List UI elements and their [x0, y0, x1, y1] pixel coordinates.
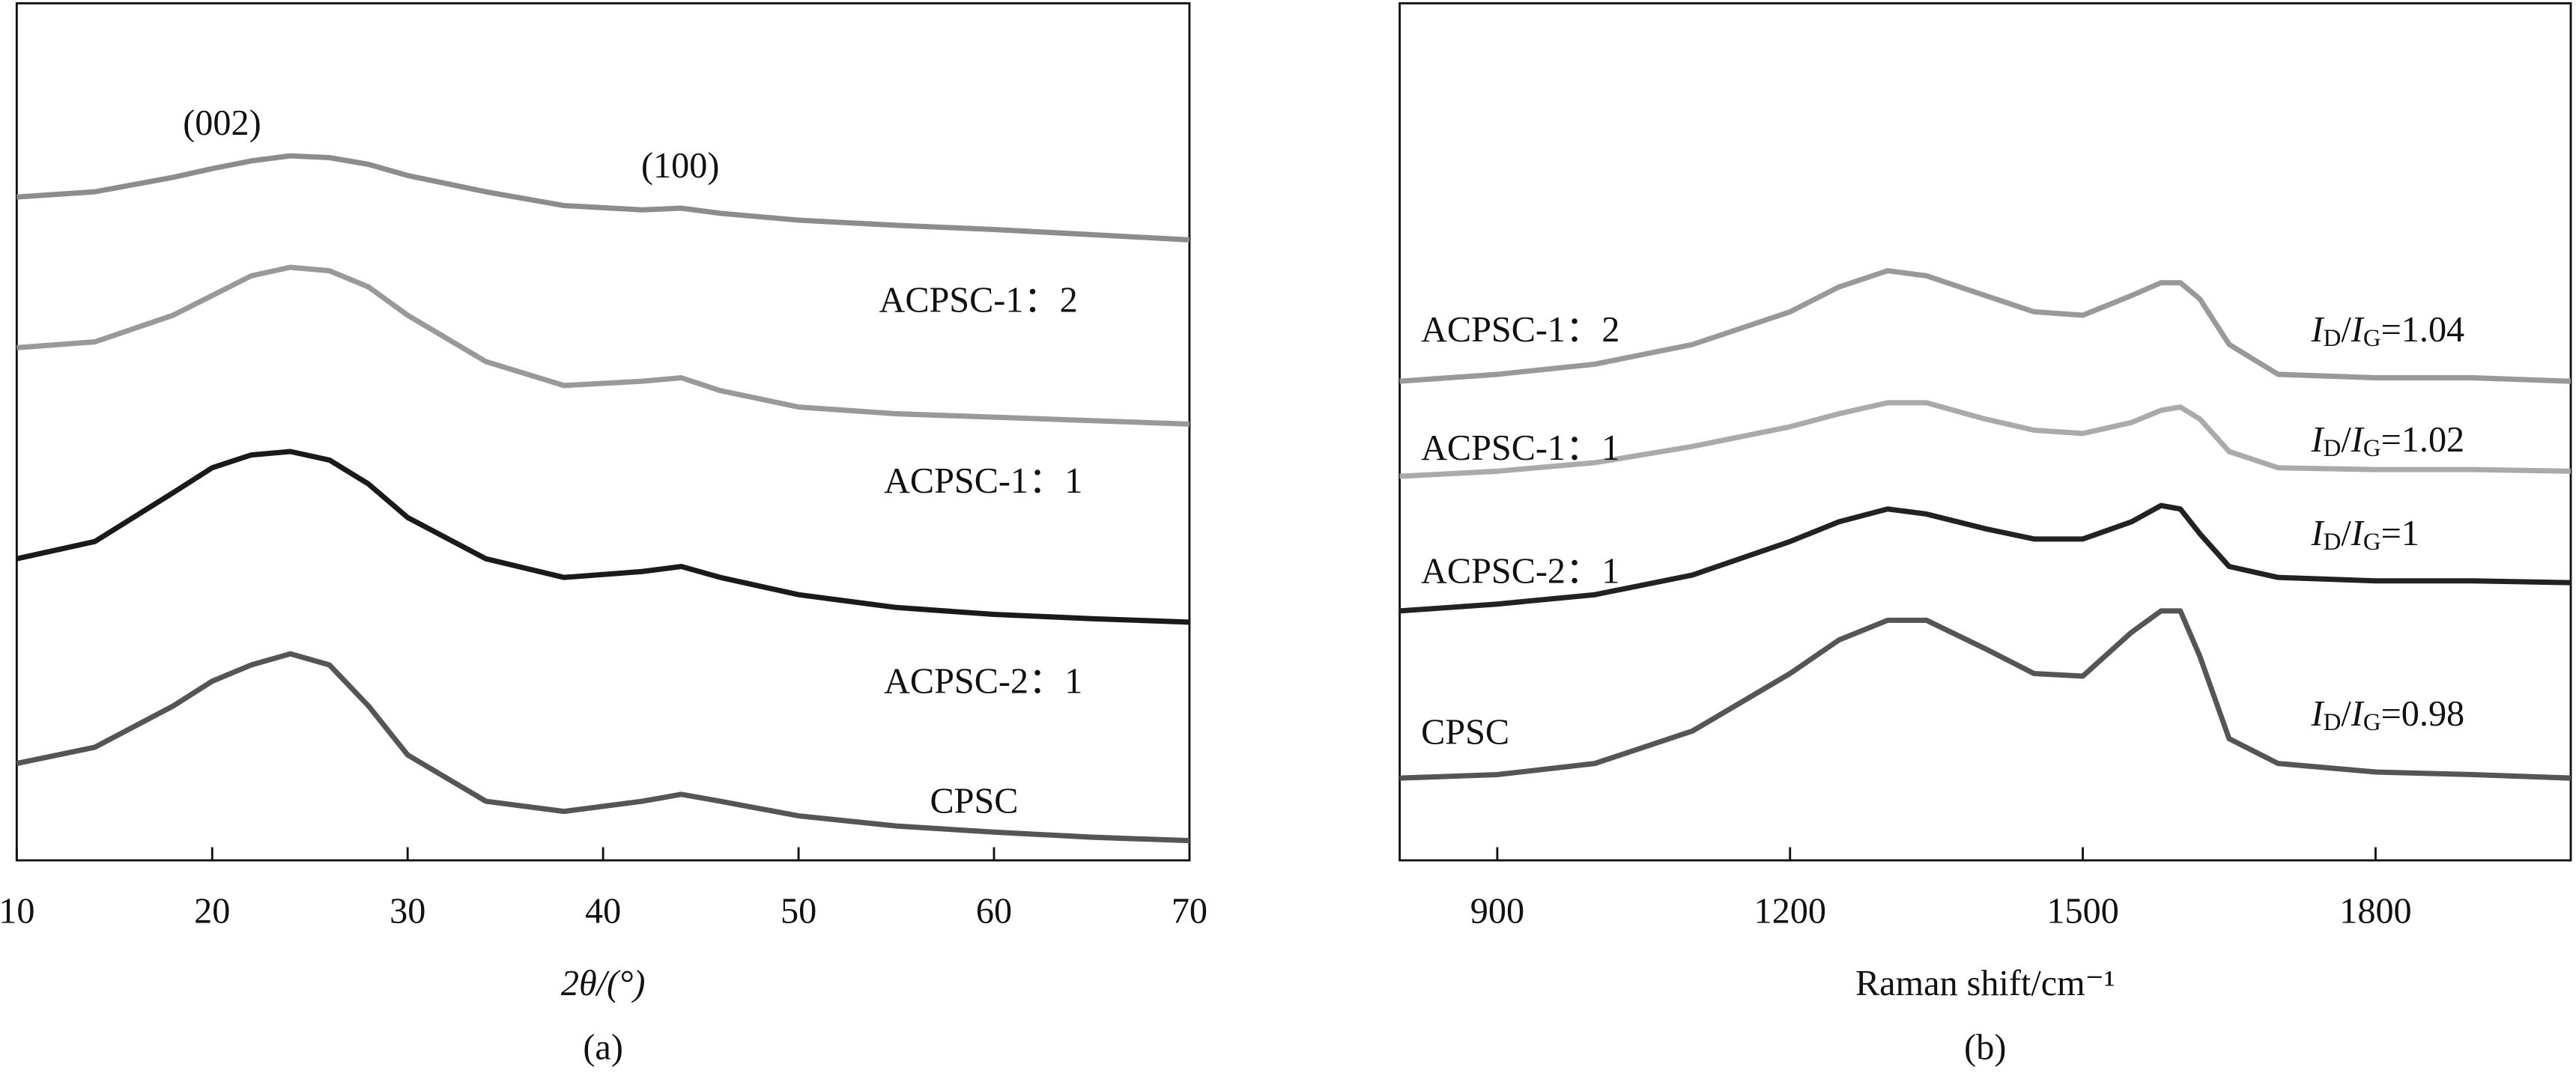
- series-line: [1399, 268, 2572, 384]
- ratio-part: I: [2351, 420, 2365, 460]
- x-tick-label: 40: [585, 891, 621, 931]
- series-line: [1399, 400, 2572, 479]
- series-label: ACPSC-2：1: [1421, 552, 1619, 592]
- ratio-part: I: [2311, 310, 2325, 350]
- series-line: [1399, 502, 2572, 614]
- annotation: (100): [641, 146, 719, 186]
- series-label: ACPSC-1：1: [884, 461, 1082, 501]
- ratio-part: I: [2351, 694, 2365, 734]
- series-label: ACPSC-1：2: [1421, 310, 1619, 350]
- x-tick-label: 60: [976, 891, 1012, 931]
- x-tick-label: 900: [1470, 891, 1524, 931]
- ratio-part: /: [2341, 694, 2351, 734]
- ratio-part: D: [2324, 710, 2342, 737]
- x-tick-label: 1800: [2339, 891, 2411, 931]
- series-label: CPSC: [1421, 712, 1509, 752]
- caption: (b): [1964, 1027, 2006, 1067]
- ratio-part: I: [2311, 694, 2325, 734]
- ratio-part: I: [2311, 420, 2325, 460]
- series-line: [16, 264, 1190, 427]
- ratio-part: I: [2311, 514, 2325, 553]
- plot-frame: [1398, 1, 2572, 862]
- x-tick-label: 1200: [1754, 891, 1826, 931]
- ratio-value: 1: [2401, 514, 2419, 553]
- series-line: [16, 651, 1190, 844]
- caption: (a): [583, 1027, 623, 1067]
- annotation: (002): [183, 103, 261, 143]
- ratio-part: /: [2341, 310, 2351, 350]
- series-line: [16, 153, 1190, 243]
- x-tick-label: 30: [390, 891, 425, 931]
- series-label: ACPSC-1：2: [879, 281, 1078, 320]
- ratio-part: =: [2381, 310, 2401, 350]
- ratio-part: G: [2363, 529, 2381, 556]
- ratio-part: D: [2324, 435, 2342, 462]
- ratio-part: =: [2381, 514, 2401, 553]
- series-label: CPSC: [930, 781, 1018, 821]
- x-axis-label: Raman shift/cm⁻¹: [1855, 964, 2115, 1003]
- ratio-part: G: [2363, 710, 2381, 737]
- ratio-part: D: [2324, 529, 2342, 556]
- ratio-value: 1.02: [2401, 420, 2464, 460]
- series-label: ACPSC-1：1: [1421, 428, 1619, 468]
- ratio-part: I: [2351, 514, 2365, 553]
- ratio-label: ID/IG=0.98: [2311, 694, 2465, 736]
- x-tick-label: 50: [781, 891, 816, 931]
- ratio-part: G: [2363, 326, 2381, 353]
- ratio-label: ID/IG=1.04: [2311, 310, 2465, 352]
- ratio-value: 1.04: [2401, 310, 2464, 350]
- x-tick-label: 20: [194, 891, 230, 931]
- ratio-part: =: [2381, 694, 2401, 734]
- ratio-part: /: [2341, 514, 2351, 553]
- ratio-part: D: [2324, 326, 2342, 353]
- series-line: [16, 449, 1190, 625]
- ratio-part: I: [2351, 310, 2365, 350]
- ratio-part: =: [2381, 420, 2401, 460]
- x-tick-label: 10: [0, 891, 34, 931]
- ratio-label: ID/IG=1: [2311, 514, 2419, 556]
- ratio-value: 0.98: [2401, 694, 2464, 734]
- x-tick-label: 1500: [2046, 891, 2118, 931]
- x-tick-label: 70: [1172, 891, 1207, 931]
- x-axis-label: 2θ/(°): [561, 964, 646, 1003]
- series-label: ACPSC-2：1: [884, 661, 1082, 701]
- ratio-label: ID/IG=1.02: [2311, 420, 2465, 462]
- ratio-part: G: [2363, 435, 2381, 462]
- series-line: [1399, 608, 2572, 781]
- ratio-part: /: [2341, 420, 2351, 460]
